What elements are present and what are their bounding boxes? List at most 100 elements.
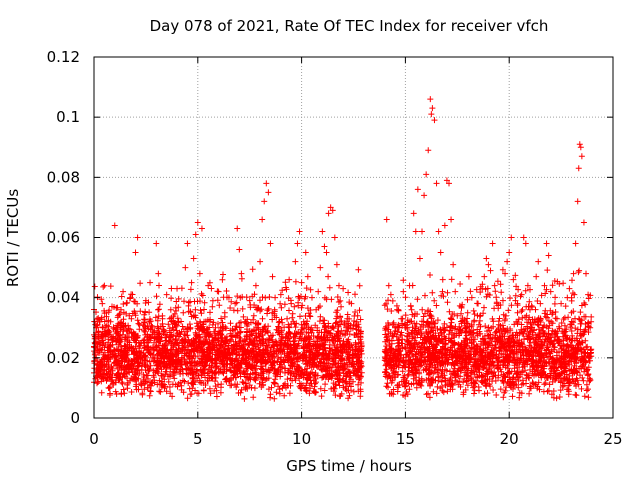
data-point xyxy=(568,309,575,316)
data-point xyxy=(284,315,291,322)
data-point xyxy=(456,330,463,337)
data-point xyxy=(230,327,237,334)
data-point xyxy=(352,339,359,346)
data-point xyxy=(192,231,199,238)
data-point xyxy=(124,381,131,388)
data-point xyxy=(169,348,176,355)
data-point xyxy=(587,324,594,331)
data-point xyxy=(556,348,563,355)
data-point xyxy=(510,276,517,283)
data-point xyxy=(201,318,208,325)
data-point xyxy=(428,111,435,118)
data-point xyxy=(493,300,500,307)
data-point xyxy=(576,141,583,148)
data-point xyxy=(136,321,143,328)
data-point xyxy=(273,339,280,346)
data-point xyxy=(298,279,305,286)
data-point xyxy=(578,153,585,160)
data-point xyxy=(97,339,104,346)
data-point xyxy=(313,306,320,313)
data-point xyxy=(269,273,276,280)
y-tick-label: 0.1 xyxy=(56,108,80,126)
data-point xyxy=(140,339,147,346)
data-point xyxy=(533,273,540,280)
data-point xyxy=(153,240,160,247)
data-point xyxy=(495,321,502,328)
y-tick-label: 0 xyxy=(70,409,80,427)
data-point xyxy=(475,300,482,307)
data-point xyxy=(132,249,139,256)
data-point xyxy=(306,336,313,343)
data-point xyxy=(219,357,226,364)
data-point xyxy=(190,255,197,262)
data-point xyxy=(252,282,259,289)
data-point xyxy=(577,144,584,151)
data-point xyxy=(115,369,122,376)
data-point xyxy=(159,315,166,322)
data-point xyxy=(566,285,573,292)
data-point xyxy=(161,342,168,349)
x-tick-label: 20 xyxy=(500,430,519,448)
data-point xyxy=(346,354,353,361)
data-point xyxy=(232,300,239,307)
data-point xyxy=(433,180,440,187)
data-point xyxy=(575,165,582,172)
data-point xyxy=(354,312,361,319)
data-point xyxy=(402,324,409,331)
data-point xyxy=(196,270,203,277)
data-point xyxy=(574,198,581,205)
data-point xyxy=(464,309,471,316)
x-axis-label: GPS time / hours xyxy=(286,457,412,475)
data-point xyxy=(350,321,357,328)
data-point xyxy=(99,300,106,307)
data-point xyxy=(178,360,185,367)
y-tick-label: 0.04 xyxy=(47,289,80,307)
data-point xyxy=(522,240,529,247)
data-point xyxy=(225,294,232,301)
data-point xyxy=(342,330,349,337)
data-point xyxy=(265,189,272,196)
data-point xyxy=(149,354,156,361)
data-point xyxy=(489,240,496,247)
data-point xyxy=(198,225,205,232)
data-point xyxy=(142,297,149,304)
data-point xyxy=(207,330,214,337)
data-point xyxy=(101,282,108,289)
data-point xyxy=(458,303,465,310)
data-point xyxy=(398,315,405,322)
data-point xyxy=(209,303,216,310)
data-point xyxy=(319,228,326,235)
data-point xyxy=(410,210,417,217)
data-point xyxy=(448,216,455,223)
data-point xyxy=(340,285,347,292)
y-tick-label: 0.12 xyxy=(47,48,80,66)
data-point xyxy=(439,276,446,283)
data-point xyxy=(419,228,426,235)
data-point xyxy=(111,222,118,229)
data-point xyxy=(275,324,282,331)
data-point xyxy=(477,330,484,337)
data-point xyxy=(329,207,336,214)
data-point xyxy=(246,297,253,304)
data-point xyxy=(213,342,220,349)
data-point xyxy=(547,288,554,295)
data-point xyxy=(344,315,351,322)
x-tick-label: 10 xyxy=(292,430,311,448)
data-point xyxy=(304,273,311,280)
data-point xyxy=(560,333,567,340)
data-point xyxy=(537,300,544,307)
data-point xyxy=(383,216,390,223)
data-point xyxy=(217,324,224,331)
data-point xyxy=(531,339,538,346)
data-point xyxy=(261,198,268,205)
data-point xyxy=(460,348,467,355)
data-point xyxy=(311,360,318,367)
data-point xyxy=(205,282,212,289)
data-point xyxy=(545,252,552,259)
data-point xyxy=(404,333,411,340)
scatter-points xyxy=(91,96,594,391)
data-point xyxy=(294,240,301,247)
data-point xyxy=(109,351,116,358)
data-point xyxy=(412,228,419,235)
data-point xyxy=(165,378,172,385)
